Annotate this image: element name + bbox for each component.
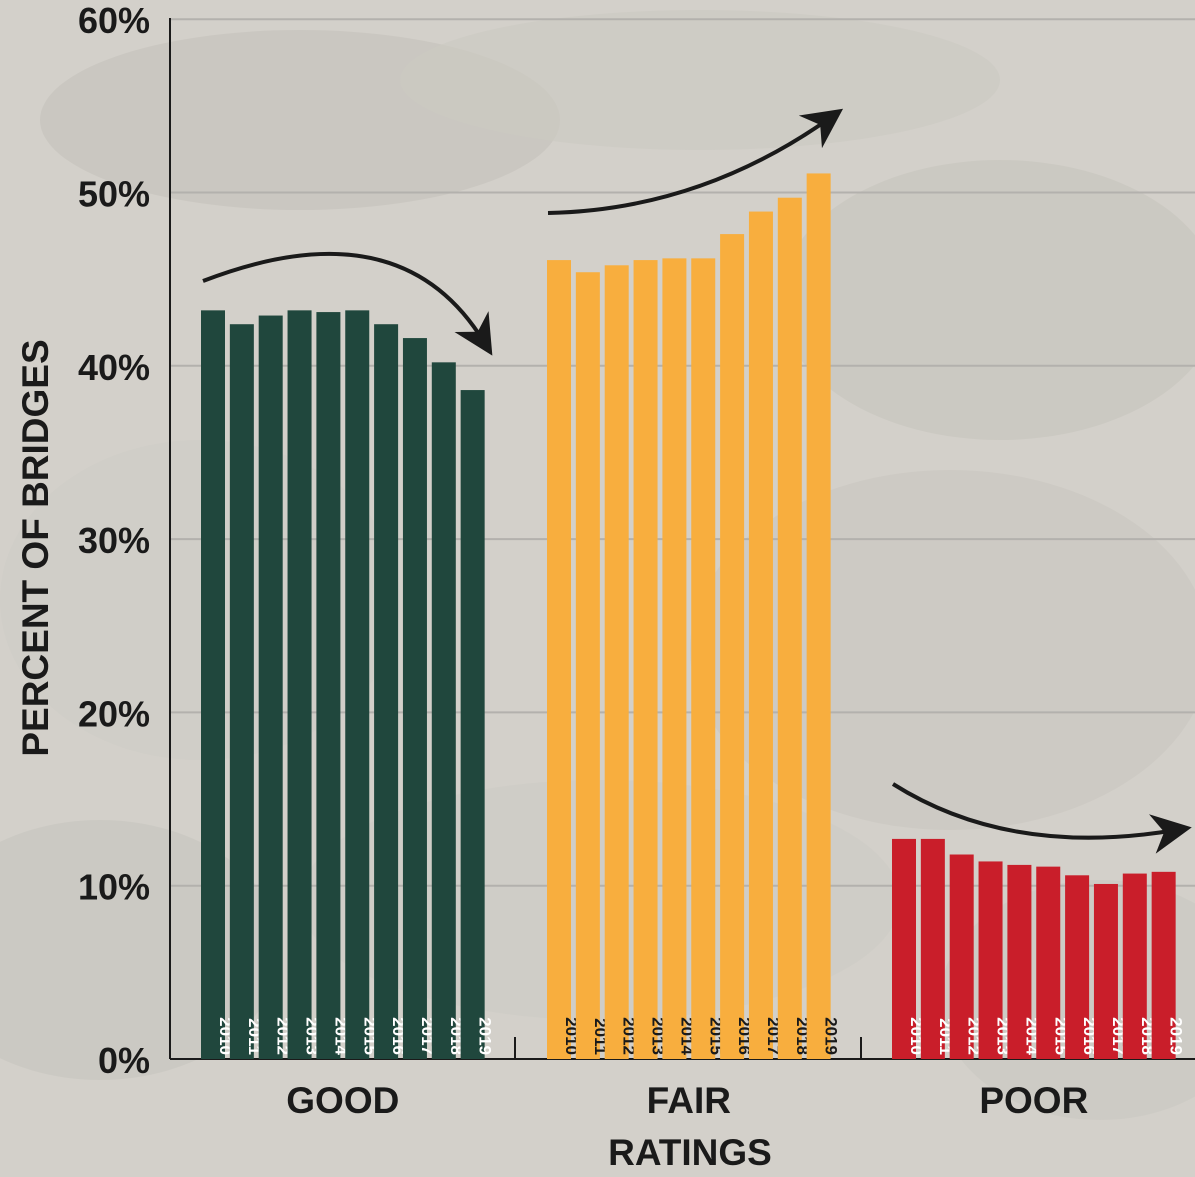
bars: 2010 2011 2012 2013 2014 2015 2016 2017 2018 2019… bbox=[201, 173, 1186, 1121]
bar-poor bbox=[949, 854, 974, 1059]
bar-poor bbox=[892, 838, 916, 1059]
bar-good bbox=[374, 324, 399, 1059]
bar-poor bbox=[978, 861, 1003, 1059]
gridlines: 0% 10% 20% 30% 40% 50% 60% bbox=[78, 0, 1195, 1081]
y-axis-title: PERCENT OF BRIDGES bbox=[15, 339, 56, 756]
bar-good bbox=[345, 310, 370, 1059]
bar-fair bbox=[777, 197, 802, 1060]
bar-good bbox=[201, 310, 225, 1059]
trend-arrow-down bbox=[202, 251, 493, 356]
labels: PERCENT OF BRIDGES RATINGS bbox=[15, 339, 772, 1173]
background-texture bbox=[400, 10, 1000, 150]
category-label-fair: FAIR bbox=[647, 1080, 731, 1121]
bar-fair bbox=[748, 211, 773, 1060]
category-label-good: GOOD bbox=[286, 1080, 399, 1121]
trend-arrows bbox=[202, 108, 1192, 854]
bar-poor bbox=[1151, 871, 1176, 1059]
bar-good bbox=[316, 312, 341, 1059]
bar-poor bbox=[1122, 873, 1147, 1059]
y-tick-label: 50% bbox=[78, 174, 150, 215]
y-tick-label: 10% bbox=[78, 867, 150, 908]
bar-poor bbox=[1065, 875, 1090, 1059]
y-tick-label: 30% bbox=[78, 520, 150, 561]
trend-arrow-up bbox=[547, 108, 844, 215]
bar-good bbox=[460, 390, 485, 1059]
bar-fair bbox=[633, 260, 658, 1059]
y-tick-label: 60% bbox=[78, 0, 150, 41]
bar-good bbox=[287, 310, 312, 1059]
bar-poor bbox=[920, 838, 945, 1059]
bar-year-label: 2019 bbox=[476, 1017, 495, 1055]
bar-good bbox=[402, 338, 427, 1059]
x-axis-title: RATINGS bbox=[608, 1132, 772, 1172]
bar-fair bbox=[575, 272, 600, 1059]
bar-year-label: 2019 bbox=[822, 1017, 841, 1055]
bar-fair bbox=[691, 258, 716, 1059]
bar-good bbox=[431, 362, 456, 1060]
bar-fair bbox=[806, 173, 831, 1059]
bar-fair bbox=[547, 260, 571, 1059]
y-tick-label: 40% bbox=[78, 347, 150, 388]
y-tick-label: 0% bbox=[98, 1040, 150, 1081]
bar-fair bbox=[662, 258, 687, 1059]
bar-poor bbox=[1036, 866, 1061, 1059]
background-texture bbox=[780, 160, 1195, 440]
trend-arrow-down bbox=[891, 782, 1192, 854]
bar-fair bbox=[720, 234, 745, 1060]
bar-poor bbox=[1093, 883, 1118, 1059]
bar-fair bbox=[604, 265, 629, 1059]
bar-good bbox=[229, 324, 254, 1059]
bar-year-label: 2019 bbox=[1167, 1017, 1186, 1055]
bar-good bbox=[258, 315, 283, 1060]
category-label-poor: POOR bbox=[979, 1080, 1088, 1121]
bar-poor bbox=[1007, 864, 1032, 1059]
y-tick-label: 20% bbox=[78, 693, 150, 734]
